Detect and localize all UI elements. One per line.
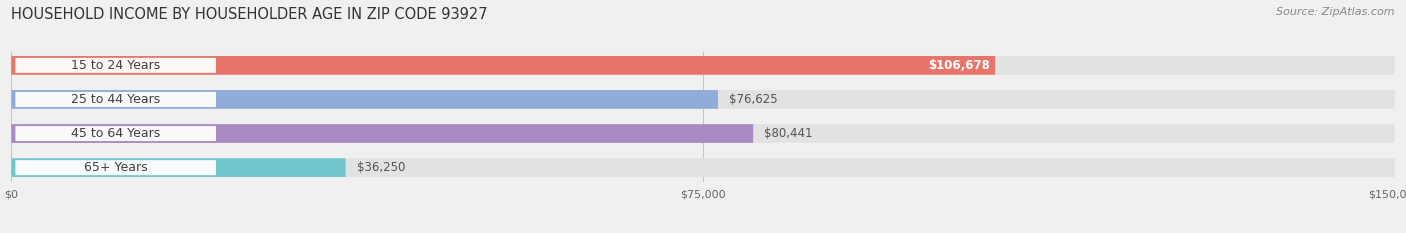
Text: $80,441: $80,441 xyxy=(765,127,813,140)
FancyBboxPatch shape xyxy=(15,126,217,141)
Text: 15 to 24 Years: 15 to 24 Years xyxy=(72,59,160,72)
Text: $106,678: $106,678 xyxy=(928,59,990,72)
FancyBboxPatch shape xyxy=(15,160,217,175)
FancyBboxPatch shape xyxy=(11,158,346,177)
FancyBboxPatch shape xyxy=(11,124,1395,143)
FancyBboxPatch shape xyxy=(11,158,1395,177)
Text: 65+ Years: 65+ Years xyxy=(84,161,148,174)
FancyBboxPatch shape xyxy=(15,92,217,107)
FancyBboxPatch shape xyxy=(11,56,1395,75)
Text: $76,625: $76,625 xyxy=(730,93,778,106)
FancyBboxPatch shape xyxy=(11,90,1395,109)
FancyBboxPatch shape xyxy=(11,90,718,109)
Text: Source: ZipAtlas.com: Source: ZipAtlas.com xyxy=(1277,7,1395,17)
Text: 25 to 44 Years: 25 to 44 Years xyxy=(72,93,160,106)
FancyBboxPatch shape xyxy=(11,56,995,75)
Text: $36,250: $36,250 xyxy=(357,161,405,174)
Text: 45 to 64 Years: 45 to 64 Years xyxy=(72,127,160,140)
FancyBboxPatch shape xyxy=(15,58,217,73)
FancyBboxPatch shape xyxy=(11,124,754,143)
Text: HOUSEHOLD INCOME BY HOUSEHOLDER AGE IN ZIP CODE 93927: HOUSEHOLD INCOME BY HOUSEHOLDER AGE IN Z… xyxy=(11,7,488,22)
